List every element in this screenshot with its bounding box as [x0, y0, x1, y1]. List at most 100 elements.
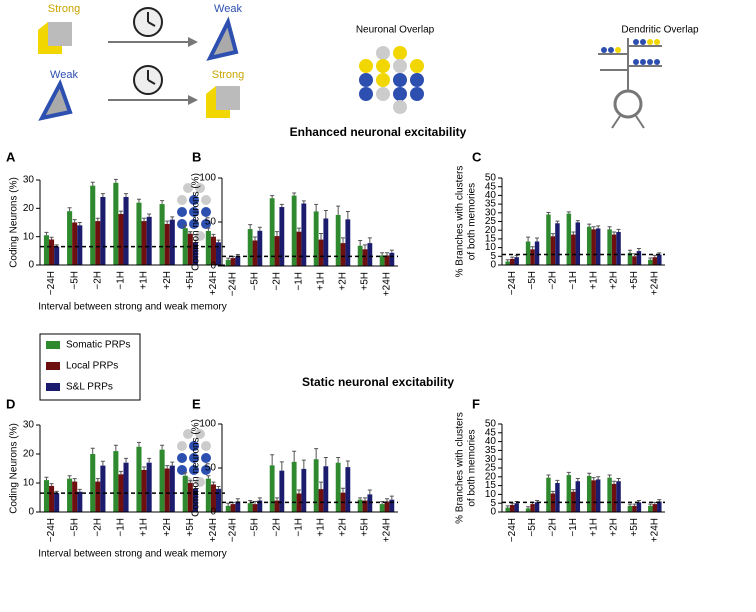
bar: [657, 254, 662, 265]
bar: [591, 480, 596, 512]
bar: [379, 255, 385, 266]
y-tick-label: 50: [205, 463, 217, 474]
error-bar: [571, 489, 576, 492]
error-bar: [607, 226, 612, 230]
error-bar: [301, 459, 306, 469]
error-bar: [505, 259, 510, 262]
bar: [595, 479, 601, 512]
bar: [118, 214, 124, 265]
error-bar: [165, 220, 170, 224]
x-tick-label: −24H: [228, 272, 239, 296]
error-bar: [100, 460, 105, 466]
y-tick-label: 25: [485, 463, 497, 474]
error-bar: [336, 205, 341, 215]
x-tick-label: +24H: [649, 271, 660, 295]
x-tick-label: −24H: [507, 518, 518, 542]
bar: [67, 211, 73, 265]
error-bar: [136, 198, 141, 203]
bar: [636, 502, 642, 512]
error-bar: [211, 481, 216, 485]
error-bar: [648, 257, 653, 260]
error-bar: [596, 225, 601, 229]
error-bar: [546, 474, 551, 478]
error-bar: [49, 483, 54, 486]
panel-letter: C: [472, 149, 482, 164]
bar: [632, 256, 637, 265]
x-tick-label: −24H: [46, 518, 57, 542]
error-bar: [526, 236, 531, 242]
bar: [505, 261, 510, 265]
bar: [384, 255, 390, 266]
error-bar: [575, 478, 580, 482]
y-tick-label: 0: [210, 507, 216, 518]
bar: [215, 488, 222, 512]
bar: [90, 185, 96, 265]
error-bar: [627, 503, 632, 506]
bar: [389, 499, 395, 512]
error-bar: [632, 253, 637, 257]
bar: [318, 489, 324, 512]
bar: [607, 229, 612, 265]
bar: [595, 228, 601, 265]
bar: [192, 242, 198, 265]
error-bar: [72, 478, 77, 482]
y-tick-label: 100: [199, 419, 216, 430]
error-bar: [170, 216, 175, 220]
bar: [136, 446, 142, 512]
x-tick-label: −1H: [568, 271, 579, 290]
error-bar: [571, 231, 576, 235]
error-bar: [341, 487, 345, 493]
bar: [362, 500, 368, 512]
bar: [72, 481, 78, 512]
error-bar: [90, 181, 95, 186]
error-bar: [257, 226, 262, 231]
bar: [555, 482, 560, 512]
error-bar: [253, 236, 257, 241]
bar: [146, 462, 152, 512]
error-bar: [183, 224, 188, 229]
bar: [616, 481, 621, 512]
bar: [345, 219, 351, 266]
y-tick-label: 0: [28, 507, 34, 518]
error-bar: [235, 498, 240, 502]
axes: [501, 424, 665, 513]
error-bar: [292, 450, 297, 462]
section-title: Static neuronal excitability: [302, 375, 454, 389]
x-tick-label: +5H: [629, 271, 640, 290]
error-bar: [358, 497, 363, 500]
bar: [379, 504, 385, 512]
bar: [525, 508, 531, 512]
bar: [367, 243, 373, 266]
error-bar: [165, 465, 170, 469]
error-bar: [616, 228, 621, 232]
error-bar: [648, 503, 653, 506]
error-bar: [72, 219, 77, 223]
bar: [509, 504, 515, 512]
y-axis-label: of both memories: [467, 429, 478, 506]
y-tick-label: 20: [23, 203, 35, 214]
x-tick-label: −2H: [92, 271, 103, 290]
y-tick-label: 35: [485, 445, 497, 456]
error-bar: [389, 495, 394, 500]
bar: [357, 499, 363, 512]
bar: [291, 461, 297, 512]
error-bar: [124, 193, 129, 197]
error-bar: [193, 485, 198, 489]
clock-hands: [147, 70, 156, 85]
error-bar: [206, 227, 211, 231]
y-tick-label: 0: [490, 260, 496, 271]
error-bar: [275, 231, 279, 237]
error-bar: [530, 246, 535, 250]
bar: [49, 485, 55, 512]
bar: [652, 257, 658, 265]
bar: [586, 226, 592, 265]
bar: [345, 467, 351, 512]
bar: [657, 501, 662, 512]
y-tick-label: 20: [485, 471, 497, 482]
panel-letter: F: [472, 396, 480, 411]
bar: [192, 488, 198, 512]
y-tick-label: 50: [485, 173, 497, 184]
bar: [146, 216, 152, 265]
bar: [43, 480, 50, 512]
